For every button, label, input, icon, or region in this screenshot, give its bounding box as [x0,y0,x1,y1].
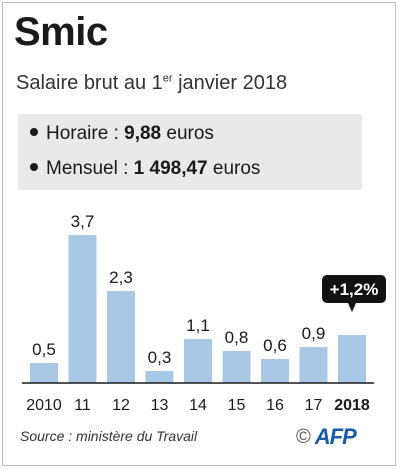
tick-label-14: 14 [189,397,207,414]
highlight-pointer [348,303,356,312]
chart-title: Smic [14,10,108,54]
tick-label-16: 16 [266,397,284,414]
tick-label-15: 15 [228,397,246,414]
data-label-16: 0,6 [263,336,287,355]
data-label-11: 3,7 [71,212,95,231]
tick-label-17: 17 [305,397,323,414]
hourly-label: Horaire : [46,123,125,144]
bar-2010 [30,363,58,383]
data-label-14: 1,1 [186,316,210,335]
tick-label-12: 12 [112,397,130,414]
info-row-monthly: Mensuel : 1 498,47 euros [30,158,260,180]
hourly-unit: euros [161,123,214,144]
bar-14 [184,339,212,383]
subtitle-prefix: Salaire brut au 1 [16,72,163,94]
tick-label-2010: 2010 [26,397,62,414]
data-label-15: 0,8 [225,328,249,347]
monthly-unit: euros [207,158,261,179]
data-label-12: 2,3 [109,268,133,287]
tick-label-11: 11 [74,397,91,414]
monthly-value: 1 498,47 [133,158,208,179]
info-box: Horaire : 9,88 euros Mensuel : 1 498,47 … [18,114,362,190]
data-label-2010: 0,5 [32,340,56,359]
data-label-13: 0,3 [148,348,172,367]
bar-chart: 0,5 2010 3,7 11 2,3 12 0,3 13 1,1 14 0,8 15 0,6 16 0,9… [22,212,386,414]
copyright-icon: © [296,426,311,448]
bullet-icon [30,162,38,171]
data-label-17: 0,9 [302,324,326,343]
bar-12 [107,291,135,383]
bar-11 [68,235,97,383]
infographic-card [2,2,396,466]
bar-16 [261,359,289,383]
bar-2018 [338,335,366,383]
bullet-icon [30,127,38,136]
subtitle-suffix: janvier 2018 [172,72,288,94]
highlight-badge [322,275,386,303]
monthly-label: Mensuel : [46,158,134,179]
info-row-hourly: Horaire : 9,88 euros [30,123,214,145]
chart-subtitle: Salaire brut au 1er janvier 2018 [16,72,287,95]
tick-label-13: 13 [151,397,169,414]
highlight-label: +1,2% [330,280,379,299]
subtitle-superscript: er [162,72,173,85]
afp-brand: AFP [314,424,357,449]
tick-label-2018: 2018 [334,397,370,414]
source-note: Source : ministère du Travail [20,428,198,444]
bar-15 [222,351,251,383]
bar-13 [145,371,174,383]
hourly-value: 9,88 [124,123,162,144]
bar-17 [299,347,328,383]
afp-logo: © AFP [296,424,357,450]
